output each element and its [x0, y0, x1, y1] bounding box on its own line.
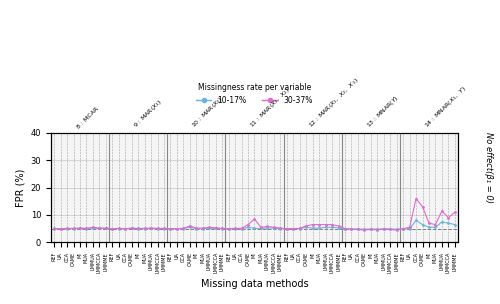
X-axis label: Missing data methods: Missing data methods [200, 279, 308, 289]
Text: No effect(β₁ = 0): No effect(β₁ = 0) [484, 132, 492, 203]
Legend: 10-17%, 30-37%: 10-17%, 30-37% [193, 80, 316, 108]
Y-axis label: FPR (%): FPR (%) [15, 168, 25, 207]
